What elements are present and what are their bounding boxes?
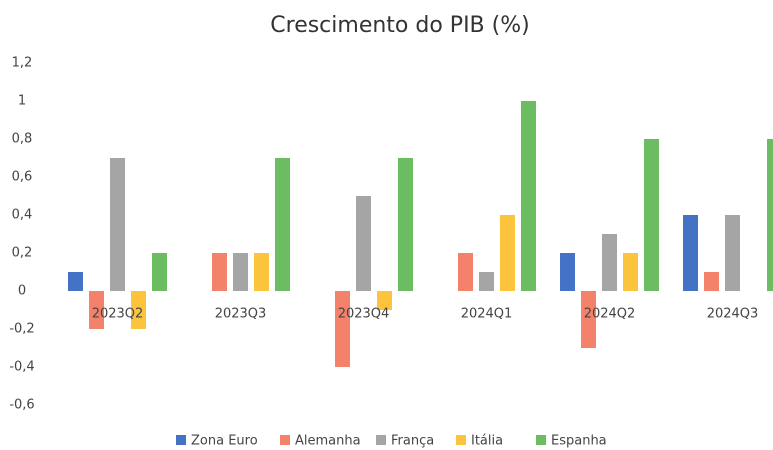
y-tick-label: 0,8 [12,132,33,147]
legend-label: Itália [471,434,503,449]
legend-label: França [391,434,434,449]
legend-label: Zona Euro [191,434,258,449]
bar [152,253,167,291]
bar [233,253,248,291]
bar [500,215,515,291]
legend-label: Espanha [551,434,607,449]
y-tick-label: 1,2 [12,56,33,71]
legend-label: Alemanha [295,434,361,449]
bar [89,291,104,329]
x-tick-label: 2023Q2 [92,307,144,322]
legend-swatch [536,435,546,445]
y-tick-label: 0,4 [12,208,33,223]
bar [683,215,698,291]
x-tick-label: 2023Q3 [215,307,267,322]
y-tick-label: 0,6 [12,170,33,185]
bar [110,158,125,291]
bar [521,101,536,291]
y-tick-label: -0,6 [9,398,34,413]
legend-swatch [176,435,186,445]
x-tick-label: 2024Q2 [584,307,636,322]
bar [212,253,227,291]
bar [275,158,290,291]
y-tick-label: 0 [18,284,26,299]
x-tick-label: 2023Q4 [338,307,390,322]
bar [704,272,719,291]
x-tick-label: 2024Q3 [707,307,759,322]
legend-swatch [280,435,290,445]
bar [767,139,773,291]
legend-swatch [376,435,386,445]
y-tick-label: -0,2 [9,322,34,337]
bar [479,272,494,291]
y-tick-label: 1 [18,94,26,109]
x-tick-label: 2024Q1 [461,307,513,322]
bar [623,253,638,291]
bar [131,291,146,329]
bar [398,158,413,291]
y-tick-label: 0,2 [12,246,33,261]
bar [377,291,392,310]
bar [335,291,350,367]
bar [644,139,659,291]
bar [560,253,575,291]
bar [602,234,617,291]
legend-swatch [456,435,466,445]
bar [581,291,596,348]
bar [725,215,740,291]
chart-title: Crescimento do PIB (%) [270,13,529,38]
bar [254,253,269,291]
bar [68,272,83,291]
y-tick-label: -0,4 [9,360,34,375]
bar [356,196,371,291]
bar [458,253,473,291]
